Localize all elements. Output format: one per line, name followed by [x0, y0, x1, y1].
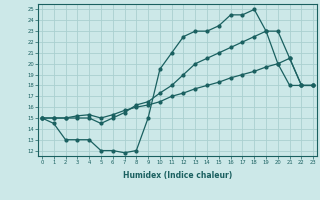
- X-axis label: Humidex (Indice chaleur): Humidex (Indice chaleur): [123, 171, 232, 180]
